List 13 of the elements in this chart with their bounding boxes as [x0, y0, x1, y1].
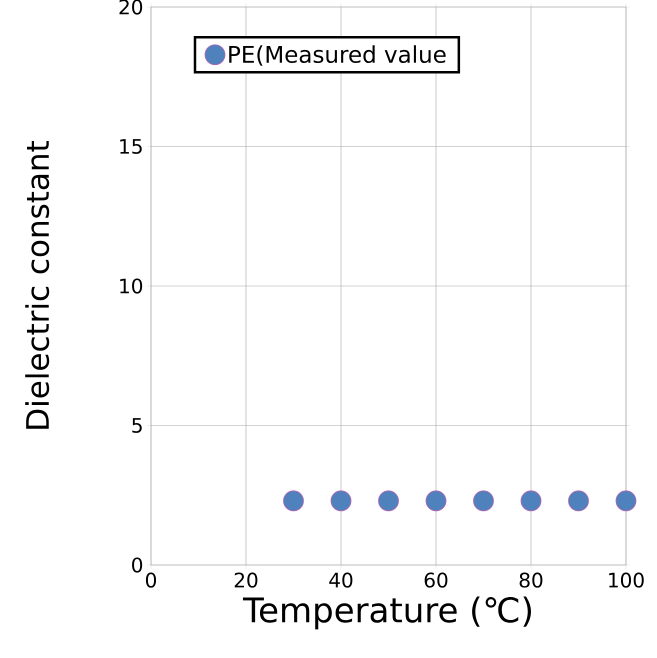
x-tick-label: 40: [329, 572, 352, 588]
x-tick-label: 80: [520, 572, 542, 588]
y-axis-title: Dielectric constant: [25, 141, 50, 429]
y-tick-label: 10: [120, 278, 142, 294]
x-tick-label: 60: [424, 572, 448, 588]
x-tick-label: 20: [234, 572, 258, 588]
y-tick-label: 5: [132, 418, 142, 433]
x-tick-label: 0: [146, 572, 156, 588]
y-tick-label: 15: [120, 139, 142, 154]
y-tick-label: 0: [132, 557, 142, 573]
legend-label: PE(Measured value: [229, 45, 446, 66]
x-axis-title: Temperature (℃): [242, 596, 531, 630]
x-tick-label: 100: [609, 572, 644, 588]
